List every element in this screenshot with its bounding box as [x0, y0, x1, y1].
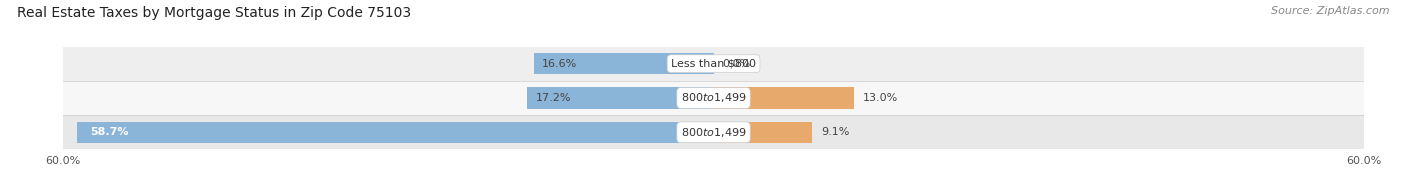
Text: 13.0%: 13.0% [863, 93, 898, 103]
Bar [534, 53, 713, 74]
Text: Source: ZipAtlas.com: Source: ZipAtlas.com [1271, 6, 1389, 16]
Bar [63, 81, 1364, 115]
Text: 9.1%: 9.1% [821, 127, 849, 137]
Bar [713, 122, 813, 143]
Text: $800 to $1,499: $800 to $1,499 [681, 92, 747, 104]
Text: 58.7%: 58.7% [90, 127, 129, 137]
Bar [527, 87, 713, 109]
Text: 0.0%: 0.0% [723, 59, 751, 69]
Text: $800 to $1,499: $800 to $1,499 [681, 126, 747, 139]
Bar [713, 87, 855, 109]
Text: Real Estate Taxes by Mortgage Status in Zip Code 75103: Real Estate Taxes by Mortgage Status in … [17, 6, 411, 20]
Text: 17.2%: 17.2% [536, 93, 571, 103]
Bar [77, 122, 713, 143]
Bar [63, 47, 1364, 81]
Text: 16.6%: 16.6% [543, 59, 578, 69]
Text: Less than $800: Less than $800 [671, 59, 756, 69]
Bar [63, 115, 1364, 150]
